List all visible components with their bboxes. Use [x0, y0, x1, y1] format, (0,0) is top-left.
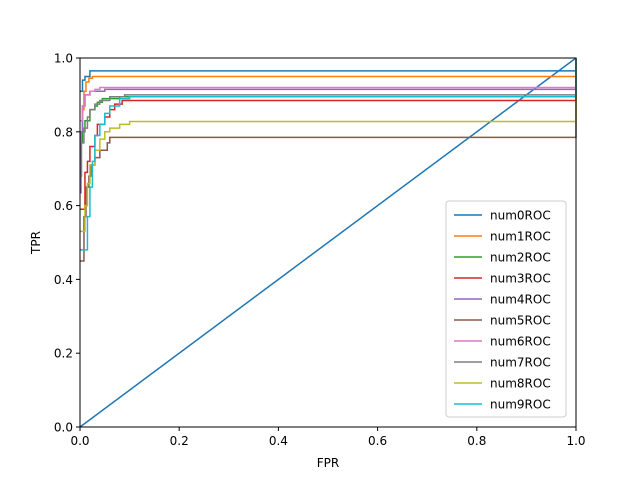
series-line-num7ROC — [80, 58, 577, 177]
y-tick-label: 0.6 — [54, 199, 73, 213]
legend-label-num9ROC: num9ROC — [490, 398, 551, 412]
y-tick-label: 0.0 — [54, 421, 73, 435]
series-line-num0ROC-diagonal — [79, 57, 577, 428]
axes-frame — [79, 57, 577, 428]
x-tick-label: 0.2 — [170, 434, 189, 448]
legend-label-num7ROC: num7ROC — [490, 356, 551, 370]
legend-label-num5ROC: num5ROC — [490, 314, 551, 328]
x-tick-label: 0.6 — [368, 434, 387, 448]
x-tick-label: 1.0 — [566, 434, 585, 448]
series-line-num9ROC — [80, 58, 577, 251]
legend-label-num6ROC: num6ROC — [490, 335, 551, 349]
y-tick-label: 0.4 — [54, 273, 73, 287]
legend: num0ROC num1ROC num2ROC num3ROC num4ROC num5R… — [445, 200, 567, 418]
y-tick-label: 1.0 — [54, 52, 73, 66]
legend-label-num3ROC: num3ROC — [490, 272, 551, 286]
legend-label-num0ROC: num0ROC — [490, 209, 551, 223]
legend-label-num2ROC: num2ROC — [490, 251, 551, 265]
legend-label-num1ROC: num1ROC — [490, 230, 551, 244]
series-layer — [79, 57, 577, 428]
x-tick-label: 0.0 — [70, 434, 89, 448]
series-line-num0ROC — [80, 58, 577, 92]
y-axis-label: TPR — [29, 231, 43, 255]
y-tick-label: 0.2 — [54, 347, 73, 361]
x-ticks: 0.0 0.2 0.4 0.6 0.8 1.0 — [70, 427, 586, 448]
x-axis-label: FPR — [317, 456, 339, 470]
legend-label-num8ROC: num8ROC — [490, 377, 551, 391]
series-line-num8ROC — [80, 58, 577, 233]
series-line-num6ROC — [80, 58, 577, 122]
legend-box — [445, 200, 567, 418]
y-tick-label: 0.8 — [54, 125, 73, 139]
legend-label-num4ROC: num4ROC — [490, 293, 551, 307]
x-tick-label: 0.4 — [269, 434, 288, 448]
x-tick-label: 0.8 — [467, 434, 486, 448]
y-ticks: 0.0 0.2 0.4 0.6 0.8 1.0 — [54, 52, 80, 435]
